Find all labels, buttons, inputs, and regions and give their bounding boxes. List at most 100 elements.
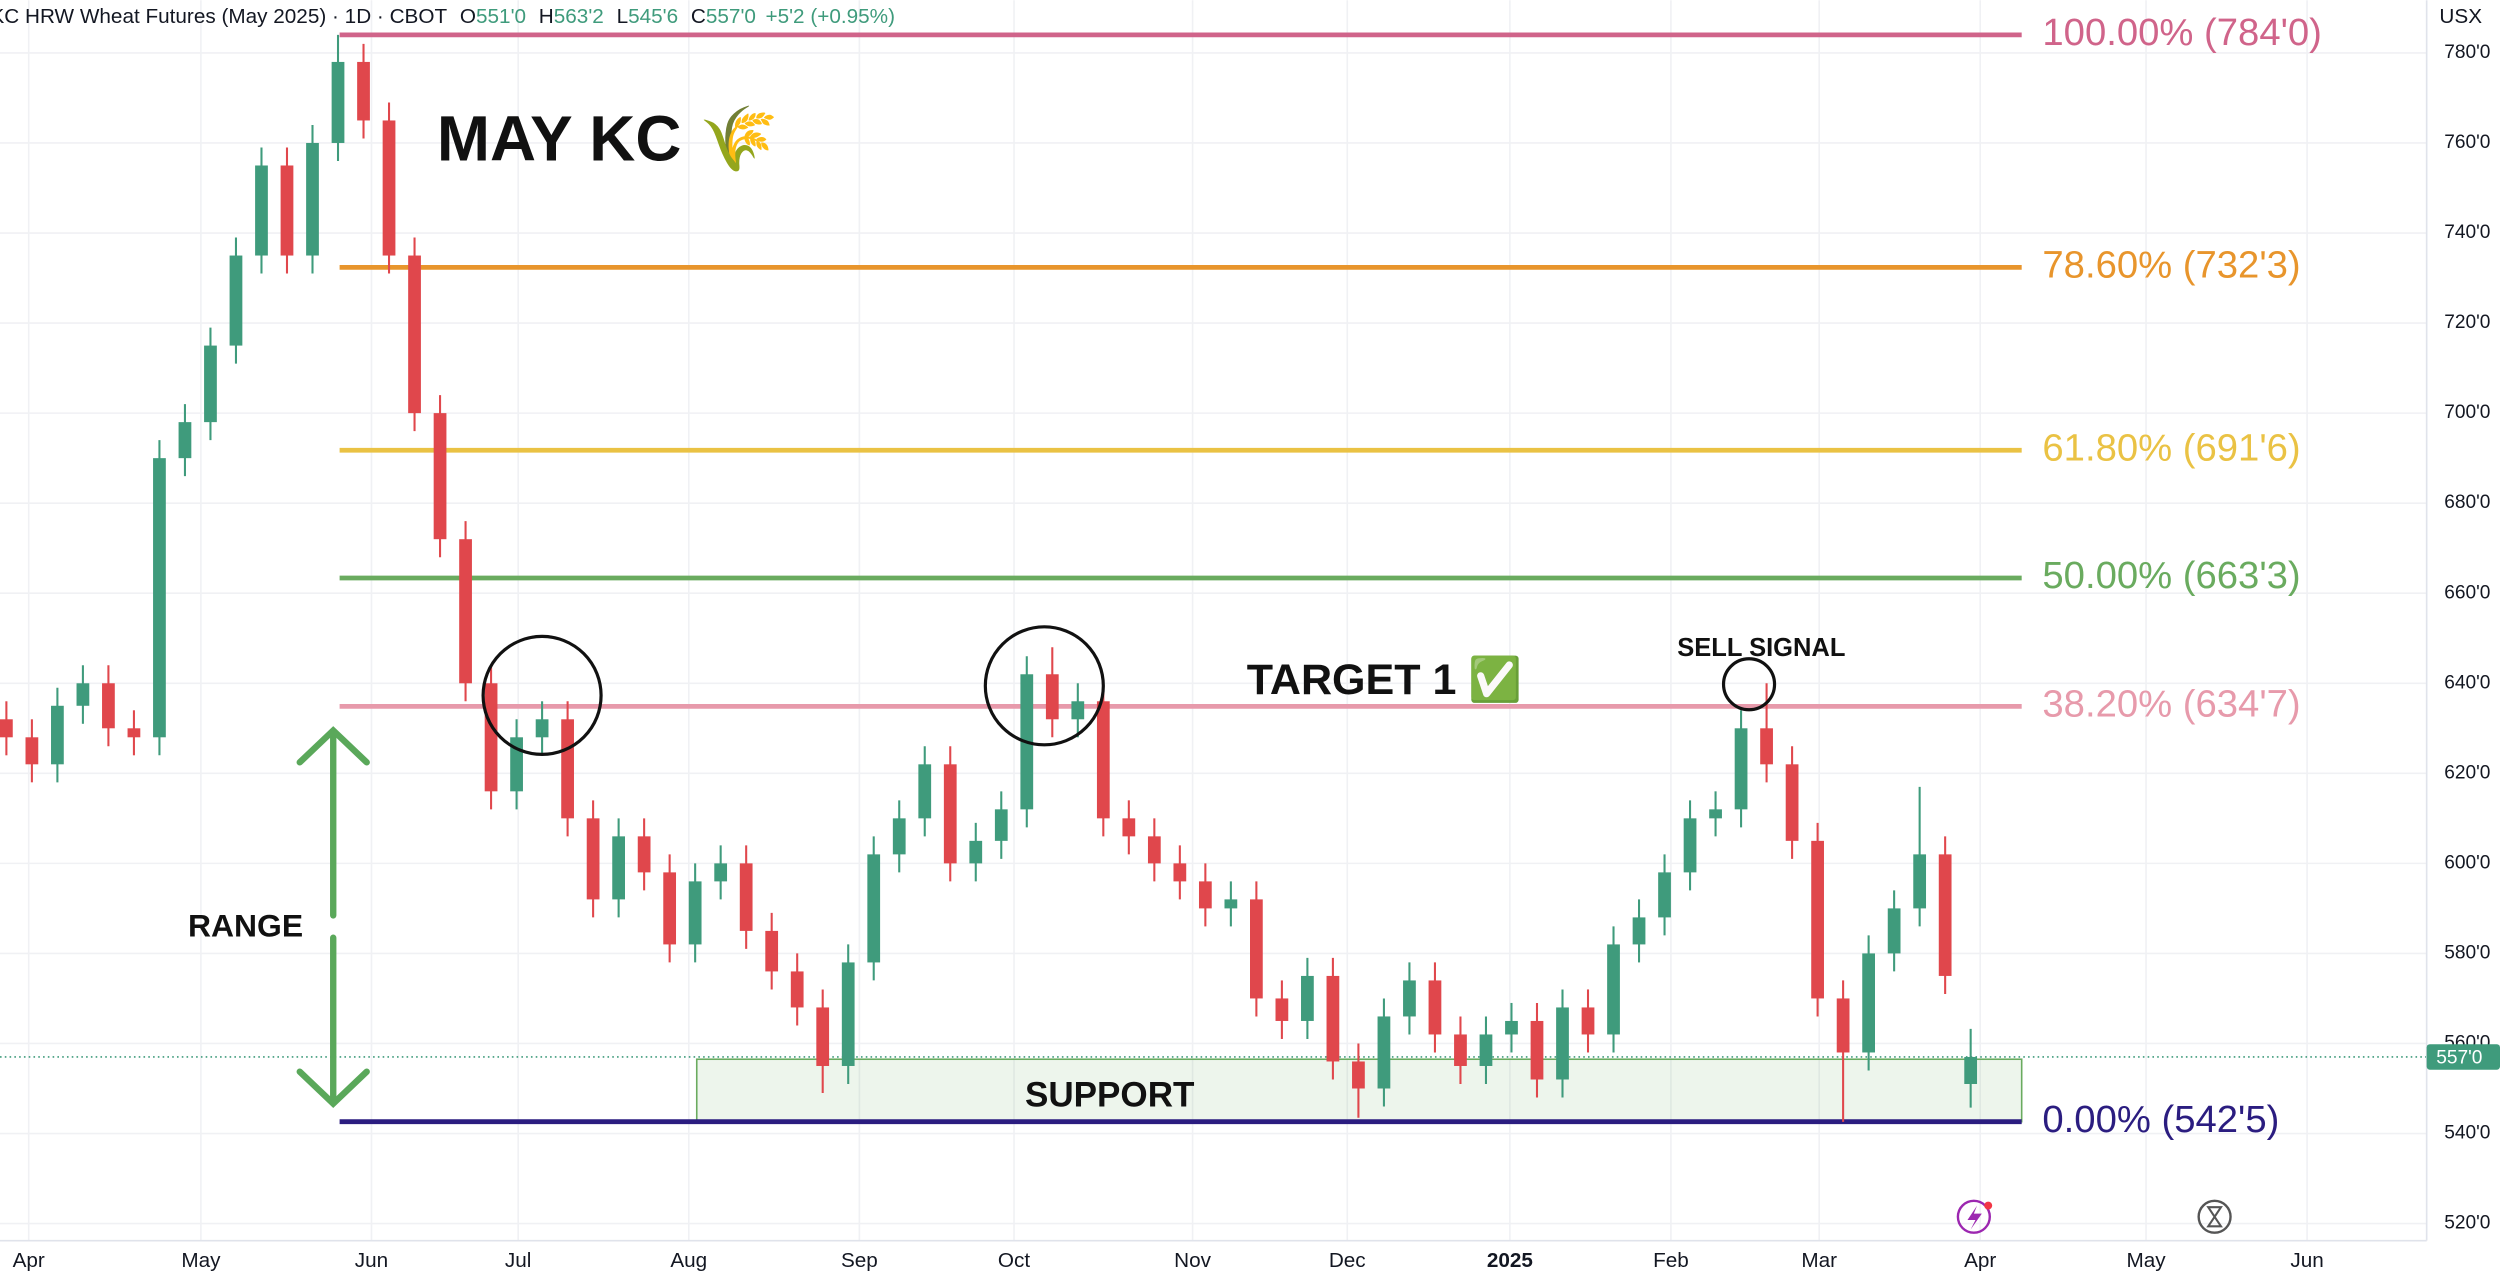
candle-body [1709,809,1722,819]
range-arrow [296,726,370,1108]
candle-body [1122,818,1136,837]
last-price-label: 557'0 [2436,1048,2482,1069]
candle-body [0,719,13,738]
replay-icon [2197,1199,2232,1234]
candle-body [918,764,932,819]
candle-body [280,165,294,256]
x-tick-label: Feb [1653,1249,1689,1272]
last-price-tag [2426,1044,2500,1070]
candle-body [1352,1061,1365,1089]
candle-body [1887,908,1901,954]
range-annotation: RANGE [188,908,303,944]
circle-marker [983,625,1105,747]
candle-body [408,255,421,414]
y-tick-label: 600'0 [2444,852,2490,873]
fib-label: 0.00% (542'5) [2042,1098,2279,1141]
candle-body [357,61,370,121]
candle-body [1581,1007,1595,1035]
support-annotation: SUPPORT [1025,1075,1195,1114]
candle-body [76,683,90,706]
candles [0,34,1978,1122]
candle-body [1301,975,1314,1021]
candle-body [790,971,804,1008]
fib-label: 38.20% (634'7) [2042,682,2300,725]
x-tick-label: Aug [670,1249,707,1272]
x-tick-label: May [181,1249,221,1272]
candle-body [1734,728,1748,810]
candle-body [1275,998,1289,1021]
candle-body [255,165,268,256]
candle-body [867,854,881,963]
y-tick-label: 660'0 [2444,582,2490,603]
x-tick-label: Mar [1801,1249,1837,1272]
lightning-icon [1956,1199,1993,1234]
y-tick-label: 540'0 [2444,1123,2490,1144]
candle-body [1964,1056,1978,1084]
x-tick-label: Jun [2290,1249,2323,1272]
chart-title: MAY KC 🌾 [437,103,779,175]
x-tick-label: Jul [505,1249,532,1272]
candle-body [1836,998,1850,1053]
y-tick-label: 640'0 [2444,672,2490,693]
y-tick-label: 780'0 [2444,42,2490,63]
ohlc-key: C [691,5,706,28]
candle-body [1938,854,1952,976]
candle-body [612,836,625,900]
candle-body [943,764,957,864]
candle-body [229,255,243,346]
candle-body [1683,818,1697,873]
candle-body [306,142,319,256]
candle-body [637,836,651,873]
header-symbol: KC HRW Wheat Futures (May 2025) · 1D · C… [0,5,447,28]
fib-label: 61.80% (691'6) [2042,426,2300,469]
y-tick-label: 680'0 [2444,492,2490,513]
candle-body [714,863,728,882]
y-tick-label: 740'0 [2444,222,2490,243]
candle-body [1811,840,1824,999]
candle-body [561,719,574,819]
candle-body [178,422,192,459]
ohlc-value: 557'0 [706,5,756,28]
target-annotation: TARGET 1 ✅ [1247,654,1522,704]
ohlc-value: 563'2 [554,5,604,28]
ohlc-value: 551'0 [476,5,526,28]
candle-body [1173,863,1187,882]
candle-body [1147,836,1161,864]
ohlc-key: L [617,5,629,28]
candle-body [1913,854,1927,909]
candle-body [459,539,472,684]
ohlc-key: H [539,5,554,28]
candle-body [127,728,141,738]
candle-body [841,962,855,1066]
candle-body [1658,872,1671,918]
candle-body [892,818,906,855]
circle-marker [481,634,603,756]
candle-body [484,683,498,792]
currency-label: USX [2439,5,2482,28]
candle-body [688,881,702,945]
y-tick-label: 700'0 [2444,402,2490,423]
y-tick-label: 520'0 [2444,1213,2490,1234]
fib-label: 100.00% (784'0) [2042,11,2321,54]
candle-body [1428,980,1442,1035]
candle-body [1071,701,1085,720]
y-tick-label: 760'0 [2444,132,2490,153]
candle-body [1785,764,1799,841]
candle-body [663,872,677,945]
candle-body [51,705,64,765]
x-tick-label: Jun [355,1249,388,1272]
candle-body [535,719,549,738]
candle-body [586,818,600,900]
candle-body [1862,953,1875,1053]
y-tick-label: 580'0 [2444,942,2490,963]
candle-body [1224,899,1238,909]
sell-signal-annotation: SELL SIGNAL [1677,634,1845,662]
candle-body [153,458,166,738]
candle-body [739,863,753,931]
ohlc-key: O [460,5,476,28]
x-tick-label: Oct [998,1249,1030,1272]
candle-body [994,809,1008,841]
